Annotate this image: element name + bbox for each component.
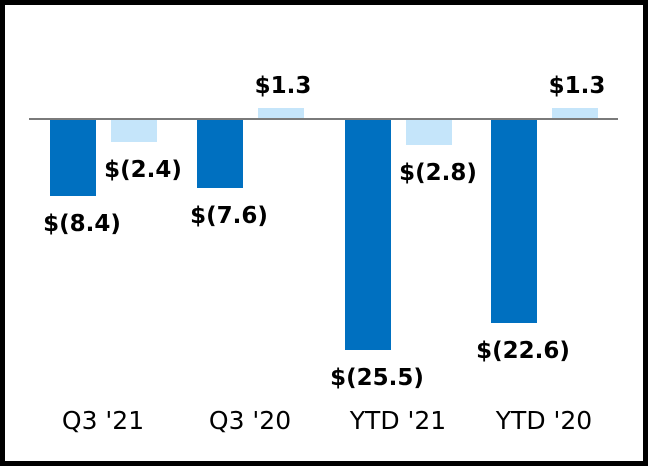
bar-primary-series-q3-21 — [50, 120, 96, 196]
data-label-secondary-series-q3-21: $(2.4) — [104, 157, 182, 183]
data-label-secondary-series-ytd-21: $(2.8) — [399, 160, 477, 186]
data-label-secondary-series-q3-20: $1.3 — [254, 73, 312, 99]
category-label-ytd-20: YTD '20 — [495, 406, 593, 435]
data-label-primary-series-ytd-20: $(22.6) — [476, 338, 570, 364]
data-label-secondary-series-ytd-20: $1.3 — [548, 73, 606, 99]
data-label-primary-series-q3-20: $(7.6) — [190, 203, 268, 229]
bar-primary-series-ytd-20 — [491, 120, 537, 323]
bar-secondary-series-ytd-20 — [552, 108, 598, 120]
data-label-primary-series-ytd-21: $(25.5) — [330, 365, 424, 391]
zero-axis-line — [29, 118, 618, 120]
bar-secondary-series-q3-20 — [258, 108, 304, 120]
bar-primary-series-q3-20 — [197, 120, 243, 188]
category-label-ytd-21: YTD '21 — [349, 406, 447, 435]
category-label-q3-21: Q3 '21 — [61, 406, 145, 435]
bar-secondary-series-q3-21 — [111, 120, 157, 142]
data-label-primary-series-q3-21: $(8.4) — [43, 211, 121, 237]
bar-secondary-series-ytd-21 — [406, 120, 452, 145]
category-label-q3-20: Q3 '20 — [208, 406, 292, 435]
bar-primary-series-ytd-21 — [345, 120, 391, 350]
